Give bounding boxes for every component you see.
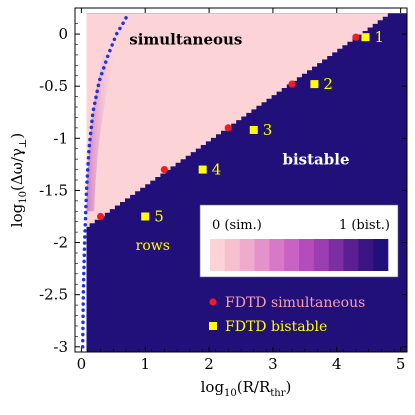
fdtd-bistable-label: 2 [323,75,333,93]
x-tick-label: 2 [204,355,214,373]
legend-marker-simultaneous [209,298,217,306]
fdtd-bistable-point [141,212,150,221]
fdtd-bistable-label: 3 [263,121,273,139]
colorbar-swatch [269,239,285,271]
colorbar-min-label: 0 (sim.) [212,218,262,233]
colorbar-swatch [373,239,389,271]
overlays: 0 (sim.) 1 (bist.) 5 4 3 2 1 simultaneous bistab… [80,13,399,349]
fdtd-simultaneous-point [288,80,296,88]
fdtd-simultaneous-point [352,33,360,41]
colorbar-swatch [358,239,374,271]
region-label-bistable: bistable [283,150,350,168]
fdtd-simultaneous-point [96,212,105,221]
colorbar-swatch [299,239,315,271]
fdtd-simultaneous-point [160,165,168,174]
fdtd-simultaneous-point [224,124,232,132]
colorbar-swatch [254,239,270,271]
plot-area [75,8,407,352]
legend-label-simultaneous: FDTD simultaneous [225,295,365,311]
legend-label-bistable: FDTD bistable [225,319,327,335]
fdtd-bistable-point [198,165,207,174]
colorbar-max-label: 1 (bist.) [339,218,390,233]
y-tick-label: -1.5 [39,181,68,199]
fdtd-bistable-point [249,125,258,134]
x-tick-label: 4 [332,355,342,373]
simultaneous-region [84,13,388,227]
x-tick-label: 3 [268,355,278,373]
x-tick-label: 1 [140,355,150,373]
y-tick-label: -0.5 [39,77,68,95]
colorbar-swatch [313,239,329,271]
fdtd-bistable-label: 5 [154,207,164,225]
x-axis-label: log10(R/Rthr) [201,378,292,399]
region-label-rows: rows [136,238,170,254]
fdtd-bistable-label: 1 [375,28,385,46]
colorbar-swatch [343,239,359,271]
left-blank-strip [75,8,87,352]
colorbar-swatch [284,239,300,271]
x-tick-label: 5 [396,355,406,373]
fdtd-bistable-point [310,80,319,89]
colorbar-swatch [239,239,255,271]
transition-band [86,54,117,212]
y-tick-label: 0 [58,25,68,43]
fdtd-bistable-label: 4 [212,161,222,179]
y-tick-label: -1 [53,129,68,147]
y-axis-label: log10(Δω/γ⊥) [8,133,29,227]
fdtd-bistable-point [361,33,370,42]
legend-marker-bistable [209,322,217,330]
x-tick-label: 0 [77,355,87,373]
top-blank-strip [75,8,407,14]
y-tick-label: -2.5 [39,286,68,304]
region-label-simultaneous: simultaneous [129,30,242,48]
axes: 0 1 2 3 4 5 0 -0.5 -1 -1.5 -2 -2.5 -3 log10(R/Rthr) lo… [8,7,408,399]
colorbar-swatch [328,239,344,271]
colorbar-swatch [224,239,240,271]
y-tick-label: -3 [53,338,68,356]
boundary-line [80,13,130,349]
y-tick-label: -2 [53,234,68,252]
colorbar-swatch [210,239,226,271]
